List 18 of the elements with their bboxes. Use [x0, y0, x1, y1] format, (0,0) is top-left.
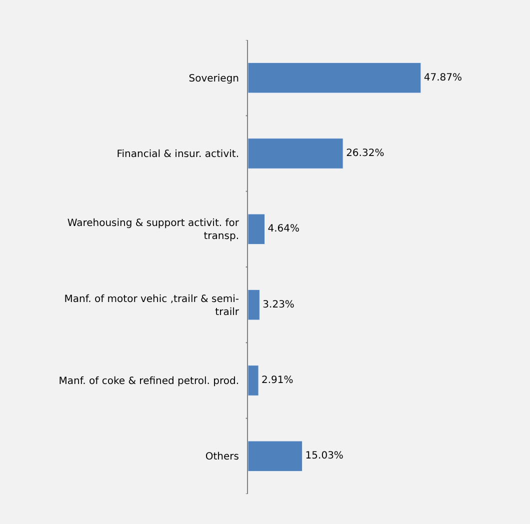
y-tick-label: Manf. of motor vehic ,trailr & semi- trailr: [64, 294, 240, 318]
bar: [248, 214, 266, 245]
bar: [248, 289, 260, 320]
bar: [248, 62, 422, 94]
bar: [248, 365, 259, 396]
y-tick-label: Others: [205, 452, 239, 463]
y-tick-label: Financial & insur. activit.: [116, 149, 239, 160]
data-label: 47.87%: [424, 72, 462, 84]
data-label: 2.91%: [262, 375, 294, 386]
data-label: 26.32%: [346, 148, 384, 159]
y-tick-label: Soveriegn: [188, 73, 239, 84]
bar: [248, 138, 344, 169]
bar: [248, 440, 303, 472]
y-tick-label: Warehousing & support activit. for transp.: [67, 218, 240, 242]
data-label: 4.64%: [268, 224, 300, 235]
y-tick-label: Manf. of coke & refined petrol. prod.: [58, 376, 239, 387]
data-label: 3.23%: [262, 299, 294, 310]
data-label: 15.03%: [305, 450, 344, 462]
